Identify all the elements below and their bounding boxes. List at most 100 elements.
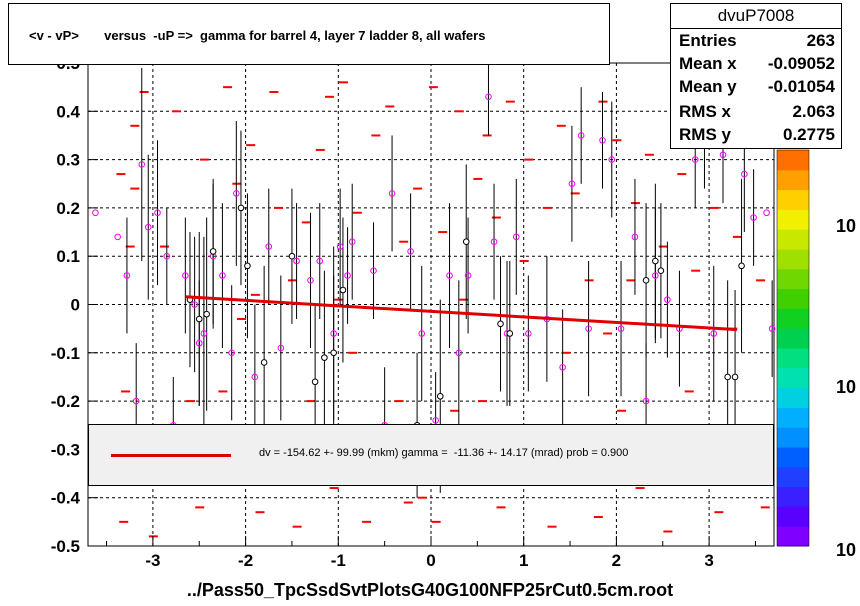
color-palette: 10 10 10	[776, 149, 856, 560]
hist-cell	[756, 279, 766, 282]
hist-cell	[556, 124, 566, 127]
profile-marker	[114, 233, 121, 241]
y-tick-label: -0.3	[51, 440, 80, 459]
profile-marker	[568, 180, 576, 188]
hist-cell	[760, 506, 770, 509]
profile-marker	[293, 257, 300, 265]
profile-marker	[652, 272, 659, 279]
hist-cell	[139, 90, 149, 93]
palette-cell	[777, 249, 809, 270]
profile-marker	[490, 238, 498, 246]
hist-cell	[438, 231, 448, 234]
y-tick-label: 0	[71, 296, 80, 315]
hist-cell	[185, 400, 195, 403]
hist-cell	[130, 124, 140, 127]
hist-cell	[459, 298, 469, 301]
open-marker	[311, 378, 319, 386]
palette-cell	[777, 268, 809, 290]
palette-cell	[777, 328, 809, 349]
hist-cell	[371, 134, 381, 137]
hist-cell	[450, 409, 460, 412]
open-marker	[436, 392, 444, 400]
palette-cell	[777, 466, 809, 488]
hist-cell	[121, 390, 131, 393]
profile-marker	[750, 214, 757, 221]
hist-cell	[236, 317, 246, 320]
profile-marker	[577, 132, 585, 139]
profile-marker	[123, 272, 131, 279]
profile-marker	[132, 397, 140, 405]
open-marker	[642, 277, 650, 284]
profile-marker	[617, 325, 625, 332]
profile-marker	[233, 190, 240, 197]
hist-cell	[329, 487, 339, 490]
profile-marker	[455, 349, 463, 357]
profile-marker	[642, 397, 650, 405]
x-tick-label: 0	[426, 551, 435, 570]
palette-cell	[777, 367, 809, 389]
x-tick-label: -3	[145, 551, 160, 570]
hist-cell	[246, 144, 256, 147]
hist-cell	[473, 177, 483, 180]
palette-cell	[777, 427, 809, 448]
open-marker	[330, 349, 337, 357]
hist-cell	[644, 153, 654, 156]
palette-cell	[777, 387, 809, 408]
fit-legend-line	[111, 454, 231, 457]
stats-histogram-name: dvuP7008	[717, 6, 795, 25]
hist-cell	[496, 506, 506, 509]
chart-title: <v - vP> versus -uP => gamma for barrel …	[29, 28, 486, 43]
stats-row-entries: Entries 263	[679, 31, 835, 54]
x-tick-label: 2	[612, 551, 621, 570]
hist-cell	[547, 525, 557, 528]
stats-row-mean-y: Mean y -0.01054	[679, 77, 835, 100]
stats-row-rms-x: RMS x 2.063	[679, 102, 835, 125]
open-marker	[462, 238, 470, 246]
hist-cell	[417, 496, 427, 499]
palette-cell	[777, 288, 809, 309]
profile-marker	[163, 252, 171, 260]
hist-cell	[218, 390, 228, 393]
hist-cell	[413, 187, 423, 190]
profile-marker	[154, 209, 161, 217]
hist-cell	[428, 86, 438, 89]
palette-cell	[777, 348, 809, 369]
profile-marker	[219, 272, 226, 279]
hist-cell	[732, 235, 742, 238]
stats-key: RMS y	[679, 125, 731, 144]
profile-marker	[710, 330, 718, 337]
profile-marker	[182, 272, 189, 279]
hist-cell	[491, 216, 501, 219]
hist-cell	[505, 100, 515, 103]
y-tick-label: 0.3	[56, 151, 80, 170]
hist-cell	[677, 173, 687, 176]
profile-marker	[200, 330, 208, 337]
hist-cell	[385, 105, 395, 108]
y-tick-label: -0.5	[51, 537, 80, 556]
open-marker	[288, 252, 296, 260]
profile-marker	[664, 296, 671, 303]
hist-cell	[301, 221, 311, 224]
stats-value: 263	[806, 31, 835, 50]
stats-value: -0.01054	[767, 77, 835, 96]
hist-cell	[116, 173, 126, 176]
hist-cell	[524, 158, 534, 161]
hist-cell	[542, 206, 552, 209]
hist-cell	[315, 148, 325, 151]
profile-marker	[251, 373, 259, 381]
profile-marker	[407, 248, 414, 255]
open-marker	[209, 248, 217, 255]
hist-cell	[195, 506, 205, 509]
hist-cell	[403, 501, 413, 504]
open-marker	[203, 310, 210, 318]
open-marker	[731, 373, 739, 381]
hist-cell	[663, 530, 673, 533]
palette-label: 10	[836, 377, 856, 397]
palette-cell	[777, 209, 809, 230]
palette-cell	[777, 229, 809, 250]
stats-key: RMS x	[679, 102, 731, 121]
profile-marker	[316, 257, 324, 265]
hist-cell	[431, 520, 441, 523]
stats-box: dvuP7008 Entries 263 Mean x -0.09052 Mea…	[670, 3, 842, 149]
hist-cell	[172, 110, 182, 113]
